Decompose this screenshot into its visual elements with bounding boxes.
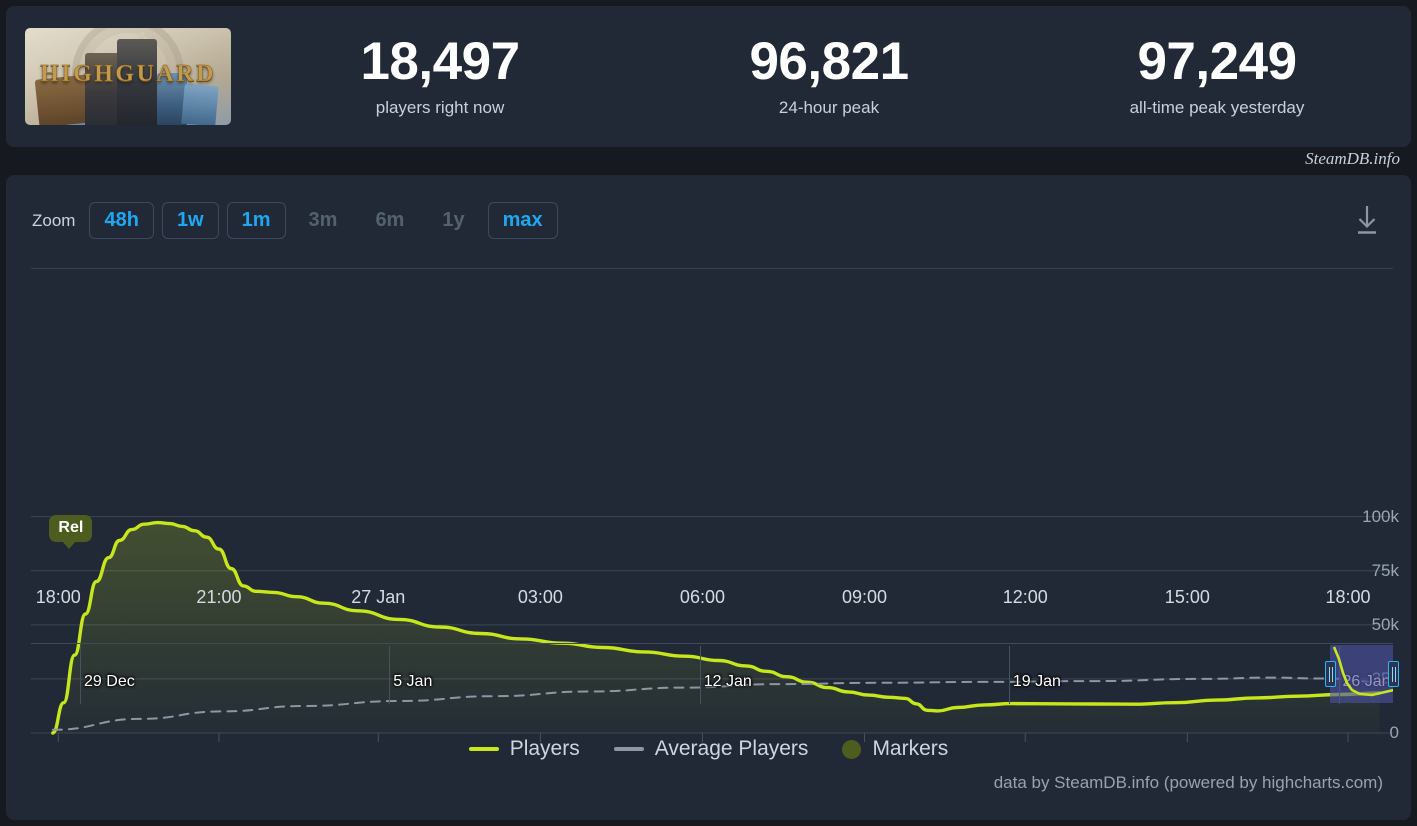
- zoom-button-max[interactable]: max: [487, 202, 558, 239]
- navigator-mini-series: [1333, 646, 1393, 697]
- game-cover-art[interactable]: HIGHGUARD: [25, 28, 231, 125]
- legend-label: Markers: [872, 737, 949, 760]
- zoom-button-3m[interactable]: 3m: [308, 209, 338, 231]
- navigator-date-label: 29 Dec: [84, 673, 135, 690]
- navigator-selection[interactable]: [1330, 645, 1393, 703]
- stat-label: 24-hour peak: [778, 98, 880, 118]
- x-axis-tick-label: 18:00: [1325, 587, 1371, 607]
- stat-value: 18,497: [360, 31, 520, 91]
- chart-plot-area[interactable]: [6, 175, 1411, 820]
- cover-game-title: HIGHGUARD: [40, 61, 216, 87]
- navigator-date-label: 12 Jan: [703, 673, 752, 690]
- cover-figure-archer: [181, 83, 219, 125]
- navigator-tick: [1008, 646, 1010, 704]
- y-axis-tick-label: 50k: [1371, 614, 1399, 634]
- zoom-button-48h[interactable]: 48h: [89, 202, 154, 239]
- stat-value: 96,821: [749, 31, 909, 91]
- cover-figure-left: [85, 53, 121, 125]
- navigator-handle-left[interactable]: [1325, 661, 1337, 687]
- stat-label: all-time peak yesterday: [1129, 98, 1305, 118]
- toolbar-divider: [31, 268, 1393, 269]
- y-axis-tick-label: 100k: [1362, 506, 1399, 526]
- zoom-button-1w[interactable]: 1w: [161, 202, 219, 239]
- navigator-date-label: 5 Jan: [393, 673, 433, 690]
- chart-panel: Zoom 48h 1w 1m 3m 6m 1y max 025k50k75k10…: [6, 175, 1411, 820]
- x-axis-tick-label: 12:00: [1002, 587, 1048, 607]
- y-axis-tick-label: 75k: [1371, 560, 1399, 580]
- stats-panel: HIGHGUARD 18,497 players right now 96,82…: [6, 6, 1411, 147]
- stat-players-right-now: 18,497 players right now: [245, 31, 635, 118]
- stat-24-hour-peak: 96,821 24-hour peak: [635, 31, 1023, 118]
- stat-label: players right now: [375, 98, 505, 118]
- steamdb-watermark: SteamDB.info: [1305, 149, 1400, 168]
- navigator-tick: [389, 646, 391, 704]
- zoom-button-1y[interactable]: 1y: [442, 209, 465, 231]
- download-icon[interactable]: [1351, 203, 1383, 237]
- x-axis-tick-label: 06:00: [679, 587, 725, 607]
- navigator-date-label: 19 Jan: [1012, 673, 1061, 690]
- navigator-tick: [699, 646, 701, 704]
- chart-svg: [31, 516, 1393, 742]
- legend-item-markers[interactable]: Markers: [842, 737, 948, 761]
- legend-swatch-markers: [842, 739, 862, 759]
- navigator-top-line: [31, 643, 1393, 644]
- chart-footer-credit: data by SteamDB.info (powered by highcha…: [993, 773, 1383, 792]
- legend-swatch-players: [468, 747, 499, 751]
- x-axis-tick-label: 27 Jan: [351, 587, 406, 607]
- navigator-tick: [80, 646, 82, 704]
- x-axis-tick-label: 21:00: [196, 587, 242, 607]
- zoom-label: Zoom: [32, 210, 76, 230]
- zoom-button-6m[interactable]: 6m: [375, 209, 405, 231]
- legend-swatch-average-players: [613, 747, 644, 751]
- stat-all-time-peak-yesterday: 97,249 all-time peak yesterday: [1023, 31, 1411, 118]
- navigator-handle-right[interactable]: [1388, 661, 1399, 687]
- zoom-button-1m[interactable]: 1m: [226, 202, 286, 239]
- x-axis-tick-label: 03:00: [517, 587, 563, 607]
- y-axis-tick-label: 0: [1389, 723, 1399, 742]
- x-axis-tick-label: 18:00: [35, 587, 81, 607]
- chart-legend: Players Average Players Markers: [6, 737, 1411, 761]
- legend-item-average-players[interactable]: Average Players: [613, 737, 809, 761]
- stat-value: 97,249: [1137, 31, 1297, 91]
- legend-label: Average Players: [654, 737, 809, 760]
- x-axis-tick-label: 09:00: [842, 587, 888, 607]
- cover-figure-center: [117, 39, 157, 125]
- legend-item-players[interactable]: Players: [468, 737, 580, 761]
- x-axis-tick-label: 15:00: [1164, 587, 1210, 607]
- release-marker-badge[interactable]: Rel: [49, 515, 93, 549]
- game-cover-wrap: HIGHGUARD: [25, 28, 245, 125]
- legend-label: Players: [509, 737, 580, 760]
- zoom-range-selector: Zoom 48h 1w 1m 3m 6m 1y max: [32, 202, 558, 239]
